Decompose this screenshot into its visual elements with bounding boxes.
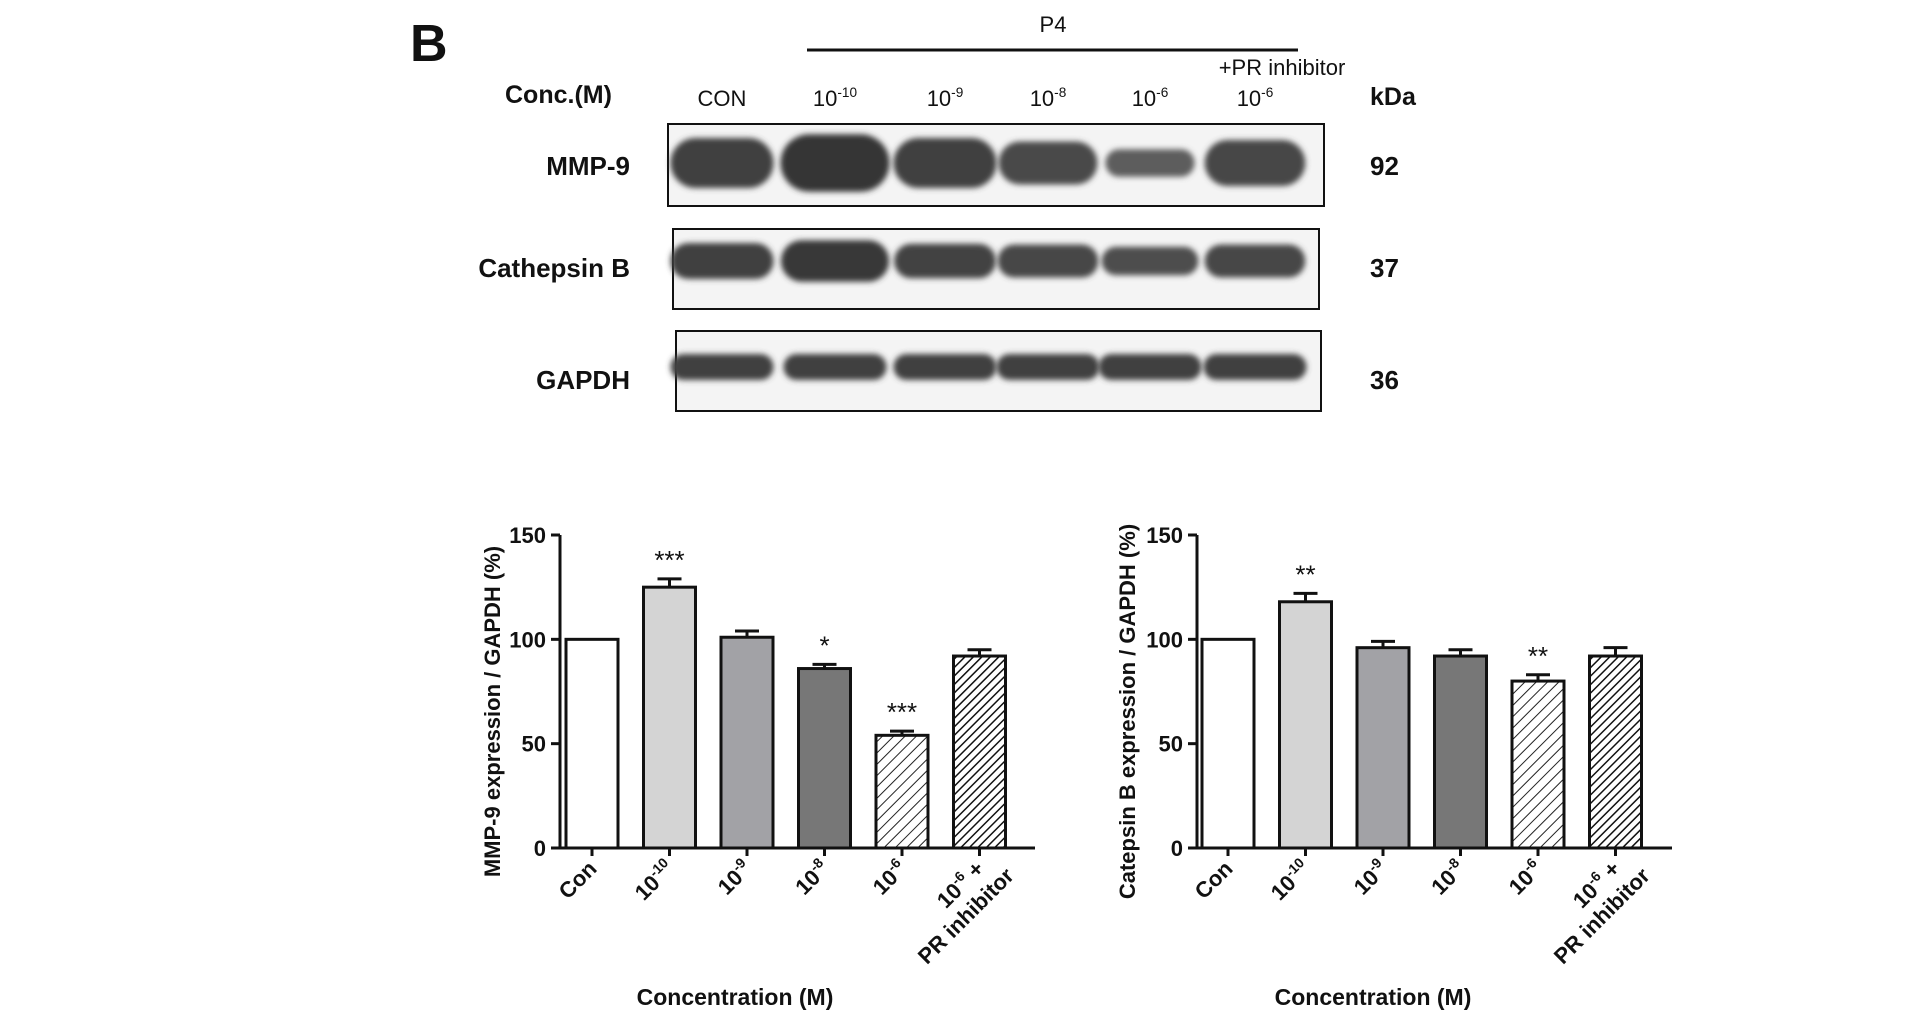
lane-label: 10-6: [1132, 85, 1169, 111]
p4-label: P4: [1040, 12, 1067, 37]
y-tick-label: 100: [1146, 627, 1183, 652]
category-text: 10-6: [1502, 854, 1547, 899]
protein-label: GAPDH: [536, 365, 630, 395]
lane-label: 10-9: [927, 85, 964, 111]
blot-band: [670, 138, 774, 188]
bar: [797, 667, 852, 850]
blot-band: [1204, 244, 1306, 278]
blot-band: [1098, 354, 1202, 380]
blot-row: GAPDH 36: [536, 330, 1399, 412]
x-axis-label: Concentration (M): [637, 984, 834, 1010]
blot-band: [894, 243, 996, 279]
lane-label: 10-8: [1030, 85, 1067, 111]
blot-band: [996, 354, 1100, 380]
bar: [1510, 679, 1566, 850]
category-text: 10-6: [866, 854, 911, 899]
significance-label: ***: [654, 545, 684, 575]
category-text: 10-10: [628, 854, 679, 905]
category-label: 10-9: [711, 854, 756, 899]
lane-label: 10-6: [1237, 85, 1274, 111]
category-label: 10-6: [1502, 854, 1547, 899]
bar: [1588, 654, 1643, 850]
blot-band: [998, 141, 1098, 185]
y-tick-label: 150: [509, 523, 546, 548]
y-axis-label: MMP-9 expression / GAPDH (%): [480, 546, 505, 877]
category-text: 10-8: [1425, 854, 1470, 899]
category-label: 10-8: [789, 854, 834, 899]
y-tick-label: 50: [522, 732, 546, 757]
blot-band: [1105, 149, 1195, 177]
kda-label: kDa: [1370, 83, 1417, 111]
bar: [1200, 637, 1256, 850]
blot-band: [780, 134, 890, 192]
y-tick-label: 100: [509, 627, 546, 652]
y-tick-label: 0: [1171, 836, 1183, 861]
category-text: Con: [554, 856, 602, 904]
y-axis-label: Catepsin B expression / GAPDH (%): [1115, 524, 1140, 899]
significance-label: **: [1295, 559, 1315, 589]
significance-label: **: [1528, 641, 1548, 671]
category-label: Con: [554, 856, 602, 904]
bar: [1278, 600, 1333, 850]
category-label: 10-6 +PR inhibitor: [913, 856, 1019, 969]
category-text: Con: [1190, 856, 1238, 904]
category-label: 10-10: [1264, 854, 1315, 905]
bar: [719, 635, 775, 850]
bar: [1433, 654, 1488, 850]
kda-value: 37: [1370, 253, 1399, 283]
category-text: 10-8: [789, 854, 834, 899]
lane-label: CON: [698, 86, 747, 111]
western-blot: P4 +PR inhibitor Conc.(M) kDa CON 10-10 10-9 10…: [478, 12, 1417, 412]
blot-row: Cathepsin B 37: [478, 228, 1399, 310]
significance-label: ***: [887, 697, 917, 727]
y-tick-label: 0: [534, 836, 546, 861]
category-text: 10-9: [711, 854, 756, 899]
panel-label: B: [410, 15, 448, 73]
blot-band: [1204, 140, 1306, 186]
significance-label: *: [819, 630, 829, 660]
conc-label: Conc.(M): [505, 81, 612, 109]
blot-band: [670, 243, 774, 279]
blot-band: [670, 354, 774, 380]
blot-band: [783, 354, 887, 380]
lane-label: 10-10: [813, 85, 858, 111]
category-label: Con: [1190, 856, 1238, 904]
bar: [564, 637, 620, 850]
bar: [874, 733, 930, 850]
protein-label: Cathepsin B: [478, 253, 630, 283]
category-label: 10-9: [1347, 854, 1392, 899]
bar: [952, 654, 1007, 850]
x-axis-label: Concentration (M): [1275, 984, 1472, 1010]
blot-band: [997, 244, 1099, 278]
blot-band: [893, 354, 997, 380]
blot-band: [1101, 246, 1199, 276]
category-label: 10-6 +PR inhibitor: [1549, 856, 1655, 969]
blot-band: [1203, 354, 1307, 380]
category-text: 10-10: [1264, 854, 1315, 905]
blot-band: [893, 138, 997, 188]
pr-inhibitor-label: +PR inhibitor: [1219, 55, 1346, 80]
protein-label: MMP-9: [546, 151, 630, 181]
category-label: 10-8: [1425, 854, 1470, 899]
kda-value: 36: [1370, 365, 1399, 395]
bar: [642, 585, 697, 850]
bar: [1355, 646, 1411, 850]
category-label: 10-10: [628, 854, 679, 905]
y-tick-label: 150: [1146, 523, 1183, 548]
category-text: 10-9: [1347, 854, 1392, 899]
blot-row: MMP-9 92: [546, 123, 1399, 207]
y-tick-label: 50: [1159, 732, 1183, 757]
kda-value: 92: [1370, 151, 1399, 181]
category-label: 10-6: [866, 854, 911, 899]
blot-band: [780, 240, 890, 282]
